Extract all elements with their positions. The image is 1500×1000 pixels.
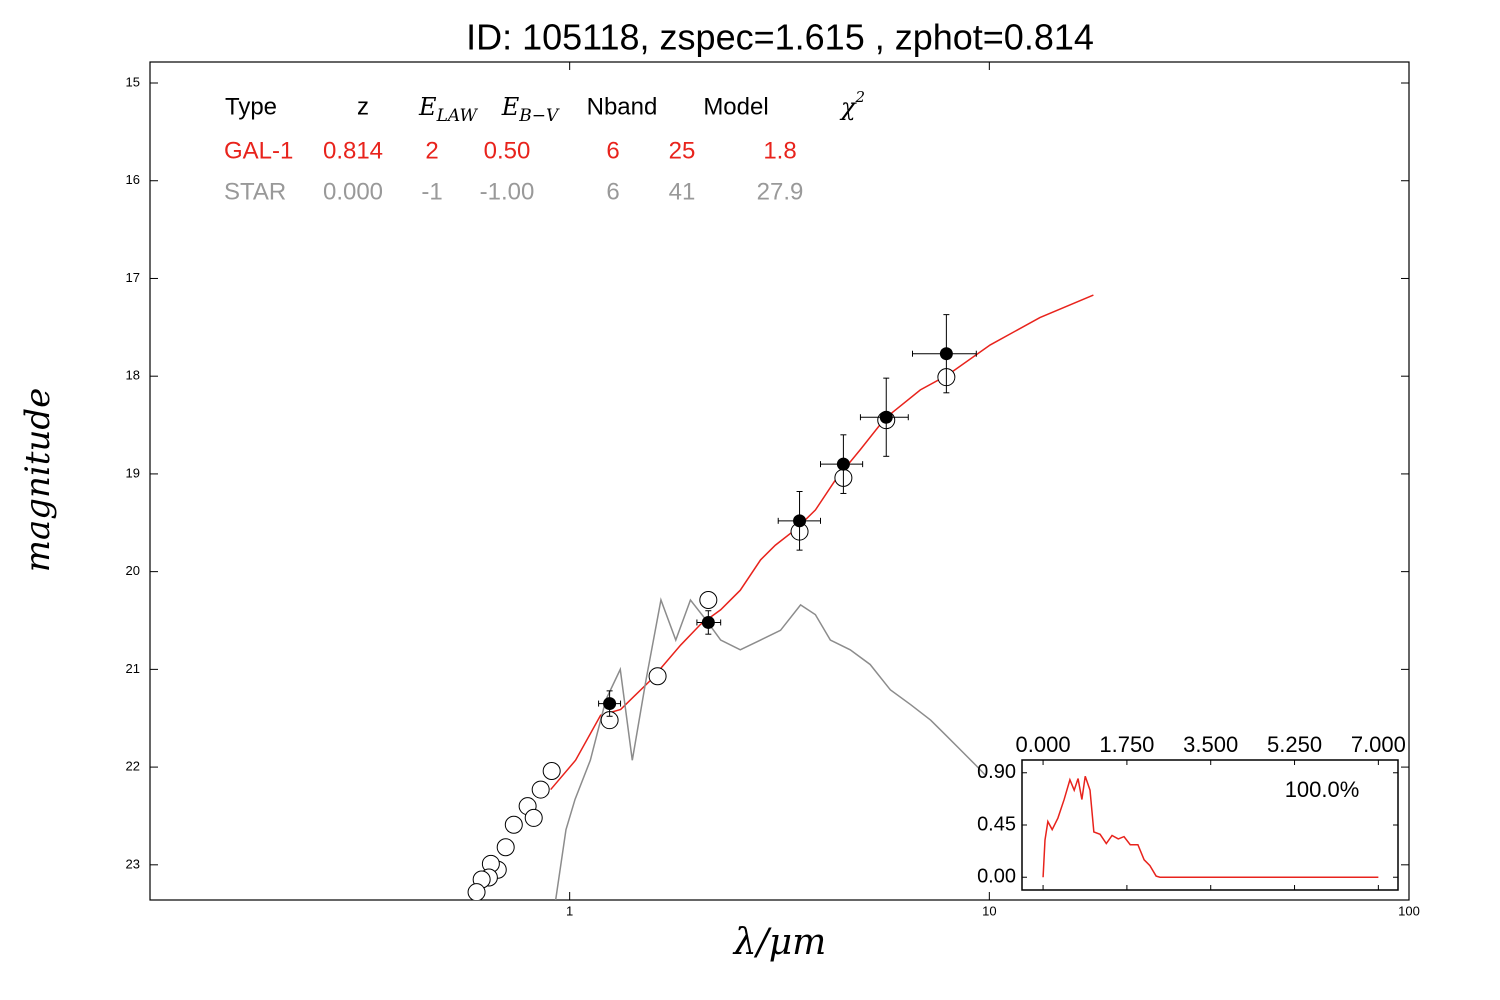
x-tick-label: 10 — [982, 903, 996, 918]
inset-y-tick-label: 0.45 — [977, 813, 1016, 835]
y-tick-label: 23 — [126, 856, 140, 871]
y-tick-label: 16 — [126, 172, 140, 187]
table-header: Nband — [587, 93, 658, 120]
table-cell: 0.814 — [323, 137, 383, 164]
inset-curve — [1042, 776, 1379, 878]
model-point — [648, 667, 667, 686]
model-point — [467, 883, 486, 900]
table-cell: 41 — [669, 178, 696, 205]
model-point — [524, 808, 543, 827]
model-point — [699, 590, 718, 609]
y-axis-label: magnitude — [18, 388, 58, 573]
model-line — [554, 597, 986, 900]
inset-annotation: 100.0% — [1285, 777, 1360, 802]
observed-point — [603, 697, 617, 711]
table-header: χ2 — [839, 88, 865, 121]
chart-title: ID: 105118, zspec=1.615 , zphot=0.814 — [466, 17, 1094, 58]
header-base: χ — [839, 93, 857, 121]
table-header: z — [357, 93, 369, 120]
inset-x-tick-label: 0.000 — [1016, 732, 1071, 757]
y-tick-label: 22 — [126, 759, 140, 774]
header-sup: 2 — [855, 88, 866, 106]
table-cell: 25 — [669, 137, 696, 164]
table-header: Model — [703, 93, 768, 120]
table-cell: 0.50 — [484, 137, 531, 164]
y-tick-label: 21 — [126, 661, 140, 676]
inset-x-tick-label: 7.000 — [1351, 732, 1406, 757]
y-tick-label: 19 — [126, 465, 140, 480]
table-cell: 0.000 — [323, 178, 383, 205]
x-tick-label: 100 — [1398, 903, 1420, 918]
y-tick-label: 17 — [126, 270, 140, 285]
table-cell: 6 — [606, 178, 619, 205]
header-base: E — [501, 93, 520, 121]
observed-point — [836, 457, 850, 471]
model-point — [531, 780, 550, 799]
table-header: Type — [225, 93, 277, 120]
inset-x-tick-label: 5.250 — [1267, 732, 1322, 757]
x-tick-label: 1 — [566, 903, 573, 918]
table-cell: 6 — [606, 137, 619, 164]
inset-x-tick-label: 1.750 — [1099, 732, 1154, 757]
table-cell: GAL-1 — [224, 137, 293, 164]
table-cell: -1.00 — [480, 178, 535, 205]
observed-point — [879, 410, 893, 424]
table-cell: STAR — [224, 178, 286, 205]
x-axis-label: λ/μm — [732, 922, 826, 963]
model-point — [542, 762, 561, 781]
header-base: E — [418, 93, 437, 121]
table-header: ELAW — [418, 93, 478, 126]
observed-point — [701, 615, 715, 629]
table-header: EB−V — [501, 93, 560, 126]
y-tick-label: 20 — [126, 563, 140, 578]
model-point — [496, 838, 515, 857]
observed-point — [939, 347, 953, 361]
observed-point — [793, 514, 807, 528]
header-sub: LAW — [436, 106, 479, 126]
y-tick-label: 18 — [126, 368, 140, 383]
table-cell: 2 — [425, 137, 438, 164]
inset-x-tick-label: 3.500 — [1183, 732, 1238, 757]
model-point — [504, 815, 523, 834]
table-cell: 27.9 — [757, 178, 804, 205]
header-sub: B−V — [518, 106, 560, 126]
plot-area — [467, 294, 1094, 900]
table-cell: 1.8 — [763, 137, 796, 164]
inset-y-tick-label: 0.90 — [977, 761, 1016, 783]
y-tick-label: 15 — [126, 74, 140, 89]
inset-y-tick-label: 0.00 — [977, 866, 1016, 888]
table-cell: -1 — [421, 178, 442, 205]
